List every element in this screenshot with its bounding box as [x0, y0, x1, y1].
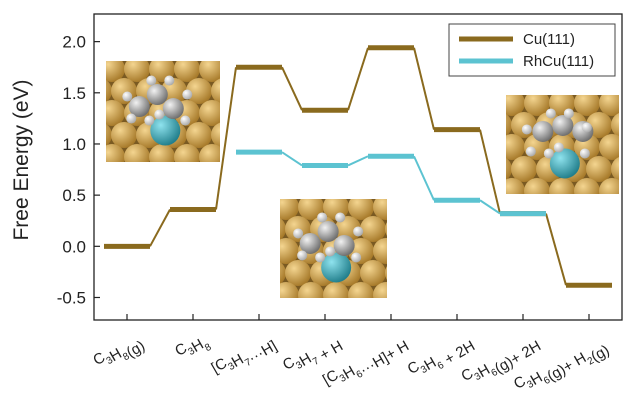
plot-frame: [93, 13, 623, 321]
y-axis-label: Free Energy (eV): [10, 79, 33, 240]
series-rhcu-111-: [236, 149, 546, 217]
y-tick-label: 0.0: [62, 237, 86, 256]
y-tick-label: 0.5: [62, 186, 86, 205]
inset-structure-c3h8: [106, 61, 220, 162]
molecule: [293, 212, 364, 283]
connector-line: [347, 47, 369, 111]
plot-area-border: [93, 13, 623, 321]
inset-structure-c3h6-h: [506, 95, 619, 194]
connector-line: [479, 129, 501, 214]
connector-line: [281, 151, 303, 167]
legend: Cu(111) RhCu(111): [448, 23, 616, 77]
x-tick-label: C3H8(g): [90, 329, 148, 378]
y-tick-label: 1.5: [62, 84, 86, 103]
y-axis: 2.0 1.5 1.0 0.5 0.0 -0.5: [57, 33, 100, 307]
series-cu-111-: [104, 45, 612, 288]
x-axis: C3H8(g) C3H8[C3H7···H] C3H7 + H[C3H6···H]+…: [90, 314, 613, 406]
connector-line: [479, 199, 501, 215]
connector-line: [413, 47, 435, 130]
series-layer: [104, 45, 612, 288]
molecule: [521, 108, 594, 179]
legend-box: [448, 23, 616, 77]
connector-line: [281, 66, 303, 111]
insets: [106, 61, 619, 298]
connector-line: [545, 213, 567, 286]
connector-line: [215, 67, 237, 210]
legend-label: Cu(111): [523, 31, 575, 48]
inset-structure-c3h7-h: [280, 199, 387, 298]
y-tick-label: 1.0: [62, 135, 86, 154]
connector-line: [149, 208, 171, 247]
x-tick-label: C3H6(g)+ H2(g): [511, 329, 613, 406]
molecule: [122, 75, 193, 146]
x-tick-label: [C3H7···H]: [209, 329, 280, 386]
legend-label: RhCu(111): [523, 53, 594, 70]
y-tick-label: 2.0: [62, 33, 86, 52]
y-tick-label: -0.5: [57, 288, 86, 307]
connector-line: [413, 155, 435, 201]
connector-line: [347, 155, 369, 167]
